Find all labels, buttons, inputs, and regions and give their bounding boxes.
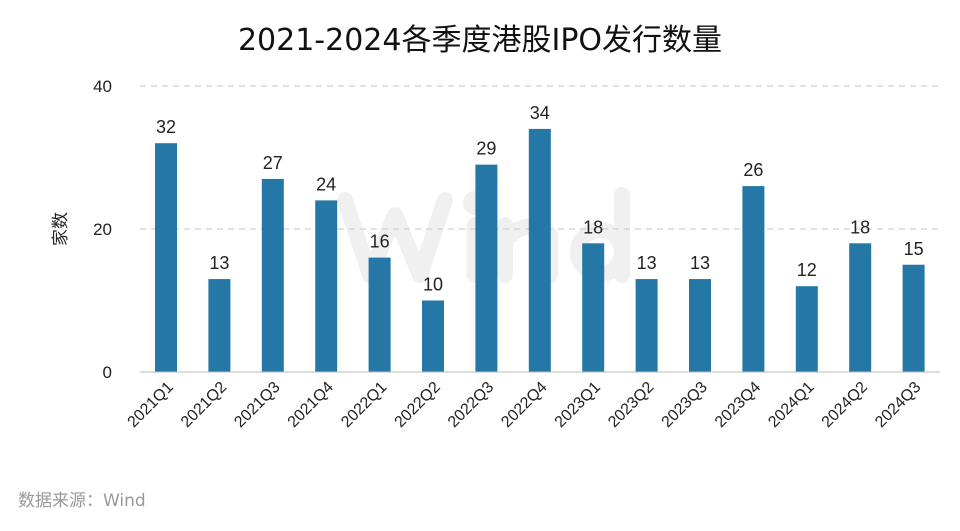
data-label: 32 [156, 117, 176, 137]
bar-2022Q1 [368, 257, 391, 372]
y-tick-label: 40 [93, 77, 112, 96]
bar-2022Q2 [422, 300, 444, 372]
y-tick-label: 0 [103, 363, 112, 382]
x-tick-label: 2022Q4 [498, 379, 550, 431]
data-label: 26 [743, 160, 763, 180]
bar-2021Q4 [315, 200, 338, 372]
data-label: 34 [530, 103, 550, 123]
bar-2021Q1 [155, 143, 177, 372]
bar-2021Q2 [208, 279, 231, 372]
chart-title: 2021-2024各季度港股IPO发行数量 [238, 23, 722, 58]
data-label: 24 [316, 174, 336, 194]
x-tick-label: 2023Q3 [659, 379, 711, 431]
x-tick-label: 2022Q2 [392, 379, 444, 431]
bar-2022Q4 [528, 128, 551, 372]
y-axis-label: 家数 [51, 212, 71, 246]
x-tick-label: 2021Q1 [125, 379, 177, 431]
data-label: 18 [850, 217, 870, 237]
y-axis-ticks: 0 20 40 [93, 77, 112, 382]
source-note: 数据来源：Wind [18, 491, 146, 511]
data-label: 13 [690, 253, 710, 273]
x-tick-label: 2021Q3 [231, 379, 283, 431]
bar-2024Q1 [795, 286, 818, 372]
x-tick-label: 2021Q4 [285, 379, 337, 431]
data-label: 16 [370, 232, 390, 252]
bar-2023Q3 [689, 279, 711, 372]
data-label: 13 [209, 253, 229, 273]
data-label: 27 [263, 153, 283, 173]
x-tick-label: 2023Q2 [605, 379, 657, 431]
watermark-logo [337, 187, 630, 283]
x-tick-label: 2024Q2 [819, 379, 871, 431]
data-label: 18 [583, 217, 603, 237]
bar-2023Q2 [635, 279, 658, 372]
x-tick-label: 2023Q4 [712, 379, 764, 431]
x-tick-label: 2023Q1 [552, 379, 604, 431]
y-tick-label: 20 [93, 220, 112, 239]
data-label: 13 [637, 253, 657, 273]
data-label: 29 [476, 139, 496, 159]
bar-2023Q1 [582, 243, 605, 372]
bar-2024Q2 [849, 243, 872, 372]
bar-2023Q4 [742, 186, 765, 372]
x-tick-label: 2024Q3 [872, 379, 924, 431]
data-label: 15 [904, 239, 924, 259]
data-label: 10 [423, 275, 443, 295]
x-tick-label: 2022Q1 [338, 379, 390, 431]
bar-2022Q3 [475, 164, 498, 372]
data-label: 12 [797, 260, 817, 280]
bar-2021Q3 [261, 178, 284, 372]
x-tick-label: 2021Q2 [178, 379, 230, 431]
bar-2024Q3 [902, 264, 925, 372]
x-tick-label: 2022Q3 [445, 379, 497, 431]
bars: 32 2021Q1 13 2021Q2 27 2021Q3 24 2021Q4 16 2022Q1… [125, 103, 925, 431]
x-tick-label: 2024Q1 [765, 379, 817, 431]
